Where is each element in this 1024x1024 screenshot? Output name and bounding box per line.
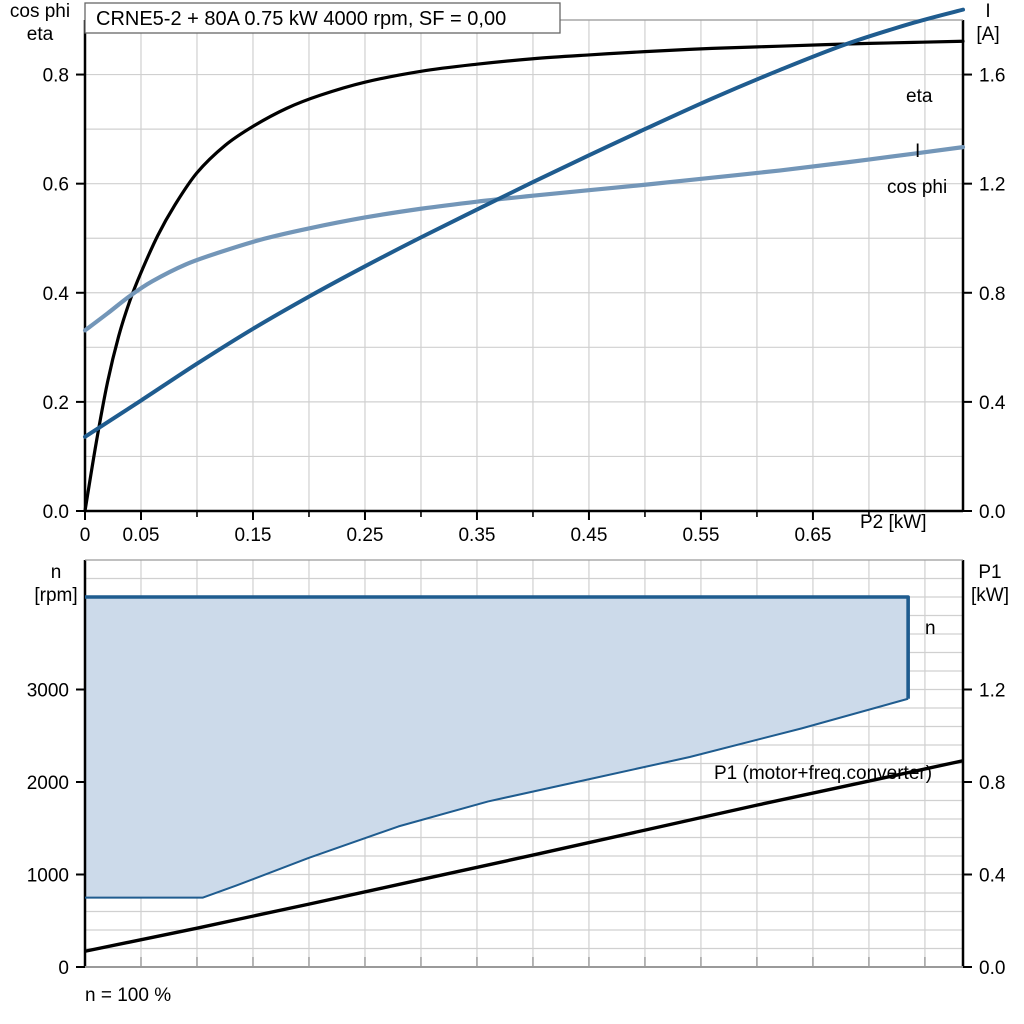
top-right-tick-label: 1.2 bbox=[979, 175, 1005, 196]
bottom-left-axis-title-line1: n bbox=[51, 562, 62, 583]
top-x-tick-label: 0.45 bbox=[570, 525, 607, 546]
bottom-left-tick-label: 3000 bbox=[27, 681, 69, 702]
top-right-tick-label: 1.6 bbox=[979, 66, 1005, 87]
max-speed-curve bbox=[85, 595, 910, 699]
top-right-axis-title-line1: I bbox=[985, 1, 990, 22]
footer-note: n = 100 % bbox=[85, 985, 171, 1006]
bottom-right-tick-label: 1.2 bbox=[979, 681, 1005, 702]
top-right-tick-label: 0.4 bbox=[979, 393, 1006, 414]
top-x-tick-label: 0.05 bbox=[123, 525, 160, 546]
bottom-left-tick-label: 1000 bbox=[27, 866, 69, 887]
title-box bbox=[84, 2, 561, 34]
p1-curve-label: P1 (motor+freq.converter) bbox=[714, 763, 932, 784]
min-speed-curve bbox=[85, 697, 909, 899]
bottom-left-tick-label: 0 bbox=[58, 958, 69, 979]
bottom-right-axis-title-line1: P1 bbox=[978, 562, 1001, 583]
speed-curve-label: n bbox=[925, 618, 936, 639]
cos-phi-curve bbox=[82, 145, 966, 333]
top-x-tick-label: 0.15 bbox=[234, 525, 271, 546]
top-x-tick-label: 0 bbox=[80, 525, 91, 546]
top-x-tick-label: 0.65 bbox=[794, 525, 831, 546]
bottom-chart-group bbox=[76, 559, 972, 968]
eta-curve-label: eta bbox=[906, 86, 933, 107]
cos-phi-curve-label: cos phi bbox=[887, 177, 947, 198]
top-left-tick-label: 0.6 bbox=[43, 175, 69, 196]
current-curve bbox=[83, 7, 965, 439]
speed-operating-range-area bbox=[85, 597, 909, 898]
top-left-tick-label: 0.0 bbox=[43, 502, 69, 523]
bottom-right-tick-label: 0.8 bbox=[979, 773, 1005, 794]
top-chart-gridlines bbox=[85, 19, 963, 511]
top-left-axis-title-line2: eta bbox=[27, 24, 54, 45]
chart-title: CRNE5-2 + 80A 0.75 kW 4000 rpm, SF = 0,0… bbox=[96, 8, 506, 30]
top-chart-group bbox=[76, 7, 972, 520]
top-x-tick-label: 0.55 bbox=[682, 525, 719, 546]
top-x-tick-label: 0.25 bbox=[346, 525, 383, 546]
top-x-axis-label: P2 [kW] bbox=[860, 512, 927, 533]
top-right-tick-label: 0.8 bbox=[979, 284, 1005, 305]
bottom-chart-ticks bbox=[76, 688, 972, 968]
top-left-tick-label: 0.4 bbox=[43, 284, 70, 305]
top-left-tick-label: 0.8 bbox=[43, 66, 69, 87]
bottom-right-tick-label: 0.0 bbox=[979, 958, 1005, 979]
bottom-left-axis-title-line2: [rpm] bbox=[34, 585, 77, 606]
eta-curve bbox=[83, 39, 965, 513]
bottom-right-axis-title-line2: [kW] bbox=[971, 585, 1009, 606]
tick-labels: 0 0.05 0.15 0.25 0.35 0.45 0.55 0.65 0.0 0.2 0.4 0.… bbox=[27, 66, 1006, 979]
bottom-right-tick-label: 0.4 bbox=[979, 866, 1006, 887]
top-left-tick-label: 0.2 bbox=[43, 393, 69, 414]
p1-power-curve bbox=[84, 759, 964, 953]
top-x-tick-label: 0.35 bbox=[458, 525, 495, 546]
top-left-axis-title-line1: cos phi bbox=[10, 1, 70, 22]
top-chart-ticks bbox=[76, 73, 972, 520]
current-curve-label: I bbox=[915, 141, 920, 162]
bottom-left-tick-label: 2000 bbox=[27, 773, 69, 794]
top-right-tick-label: 0.0 bbox=[979, 502, 1005, 523]
top-right-axis-title-line2: [A] bbox=[976, 24, 999, 45]
